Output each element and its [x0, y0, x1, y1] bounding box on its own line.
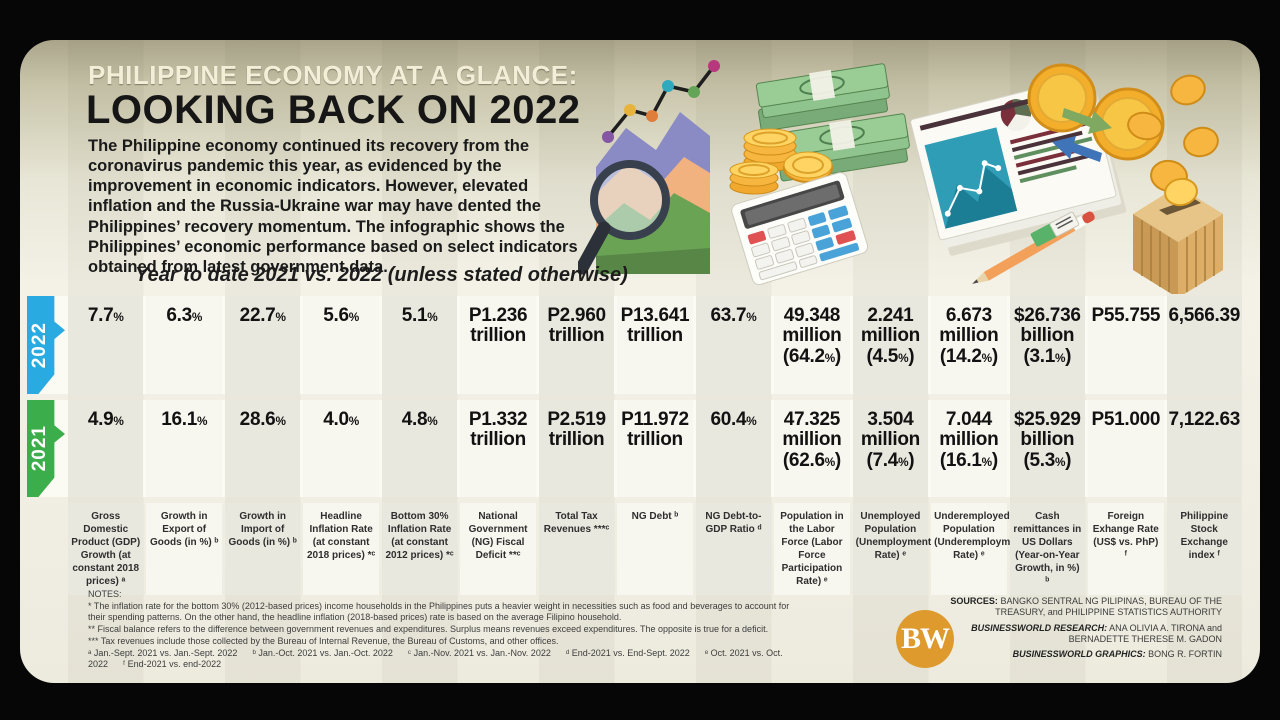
businessworld-logo: BW [896, 610, 954, 668]
row-2022: 2022 7.7% 6.3% 22.7% 5.6% 5.1% P1.236 trillio… [27, 296, 1242, 394]
notes-heading: NOTES: [88, 589, 122, 599]
note-line: *** Tax revenues include those collected… [88, 635, 559, 646]
value-2022-cell: 6,566.39 [1166, 296, 1242, 394]
note-line: * The inflation rate for the bottom 30% … [88, 600, 792, 622]
indicator-label: Bottom 30% Inflation Rate (at constant 2… [381, 503, 458, 595]
label-row-spacer [27, 503, 65, 595]
value-2022-cell: 6.3% [146, 296, 222, 394]
value-2021-cell: P51.000 [1088, 400, 1164, 497]
banner-2021-label: 2021 [28, 425, 50, 472]
value-2022-cell: P13.641 trillion [617, 296, 693, 394]
area-chart-magnifier-illustration [578, 60, 720, 275]
value-2021-cell: 60.4% [695, 400, 772, 497]
indicator-label: Headline Inflation Rate (at constant 201… [303, 503, 379, 595]
indicator-label: Unemployed Population (Unemployment Rate… [852, 503, 931, 595]
header-illustration [578, 60, 1223, 294]
value-2022-cell: 5.6% [303, 296, 379, 394]
value-2022-cell: P55.755 [1088, 296, 1164, 394]
value-2022-cell: 2.241 million (4.5%) [852, 296, 929, 394]
businessworld-logo-text: BW [900, 622, 950, 655]
indicator-label: NG Debt-to-GDP Ratio ᵈ [695, 503, 772, 595]
intro-paragraph: The Philippine economy continued its rec… [88, 137, 578, 276]
indicator-label: Growth in Import of Goods (in %) ᵇ [224, 503, 301, 595]
value-2022-cell: 22.7% [224, 296, 301, 394]
banner-2022: 2022 [27, 296, 65, 394]
value-2021-cell: $25.929 billion (5.3%) [1009, 400, 1086, 497]
value-2022-cell: 5.1% [381, 296, 458, 394]
value-2021-cell: 3.504 million (7.4%) [852, 400, 929, 497]
value-2022-cell: P1.236 trillion [460, 296, 536, 394]
value-2021-cell: 4.8% [381, 400, 458, 497]
note-line: ᵃ Jan.-Sept. 2021 vs. Jan.-Sept. 2022 ᵇ … [88, 647, 786, 669]
credit-line: SOURCES: BANGKO SENTRAL NG PILIPINAS, BU… [950, 596, 1222, 618]
indicator-label: Underemployed Population (Underemploymen… [931, 503, 1025, 595]
value-2022-cell: $26.736 billion (3.1%) [1009, 296, 1086, 394]
indicator-label: Philippine Stock Exchange index ᶠ [1166, 503, 1242, 595]
notes-block: NOTES: * The inflation rate for the bott… [88, 589, 798, 671]
table-subtitle: Year to date 2021 vs. 2022 (unless state… [135, 264, 628, 286]
value-2021-cell: 4.0% [303, 400, 379, 497]
banner-2022-label: 2022 [28, 321, 50, 369]
row-indicator-labels: Gross Domestic Product (GDP) Growth (at … [27, 503, 1242, 595]
value-2022-cell: P2.960 trillion [538, 296, 615, 394]
page-title: LOOKING BACK ON 2022 [86, 88, 581, 132]
value-2021-cell: P1.332 trillion [460, 400, 536, 497]
value-2022-cell: 7.7% [68, 296, 144, 394]
credit-line: BUSINESSWORLD GRAPHICS: BONG R. FORTIN [1012, 649, 1222, 659]
value-2022-cell: 6.673 million (14.2%) [931, 296, 1007, 394]
value-2021-cell: 28.6% [224, 400, 301, 497]
infographic-card: PHILIPPINE ECONOMY AT A GLANCE: LOOKING … [20, 40, 1260, 683]
value-2021-cell: 4.9% [68, 400, 144, 497]
row-2021: 2021 4.9% 16.1% 28.6% 4.0% 4.8% P1.332 trilli… [27, 400, 1242, 497]
note-line: ** Fiscal balance refers to the differen… [88, 623, 769, 634]
indicator-label: Gross Domestic Product (GDP) Growth (at … [68, 503, 144, 595]
calculator-illustration [731, 172, 869, 286]
value-2021-cell: P2.519 trillion [538, 400, 615, 497]
value-2022-cell: 49.348 million (64.2%) [774, 296, 850, 394]
coin-crate-illustration [1127, 74, 1223, 294]
indicator-label: Growth in Export of Goods (in %) ᵇ [146, 503, 222, 595]
banner-2021: 2021 [27, 400, 65, 497]
coin-stacks-illustration [729, 128, 833, 195]
value-2021-cell: 47.325 million (62.6%) [774, 400, 850, 497]
indicator-label: Cash remittances in US Dollars (Year-on-… [1009, 503, 1086, 595]
indicator-label: Total Tax Revenues ***ᶜ [538, 503, 615, 595]
value-2022-cell: 63.7% [695, 296, 772, 394]
sources-block: SOURCES: BANGKO SENTRAL NG PILIPINAS, BU… [922, 596, 1222, 664]
indicator-label: NG Debt ᵇ [617, 503, 693, 595]
indicator-label: Foreign Exhange Rate (US$ vs. PhP) ᶠ [1088, 503, 1164, 595]
value-2021-cell: 7.044 million (16.1%) [931, 400, 1007, 497]
value-2021-cell: 7,122.63 [1166, 400, 1242, 497]
indicator-label: Population in the Labor Force (Labor For… [774, 503, 850, 595]
value-2021-cell: 16.1% [146, 400, 222, 497]
credit-line: BUSINESSWORLD RESEARCH: ANA OLIVIA A. TI… [971, 622, 1222, 644]
value-2021-cell: P11.972 trillion [617, 400, 693, 497]
kicker-heading: PHILIPPINE ECONOMY AT A GLANCE: [88, 60, 578, 90]
pencil-eraser-illustration [972, 211, 1095, 284]
indicator-label: National Government (NG) Fiscal Deficit … [460, 503, 536, 595]
